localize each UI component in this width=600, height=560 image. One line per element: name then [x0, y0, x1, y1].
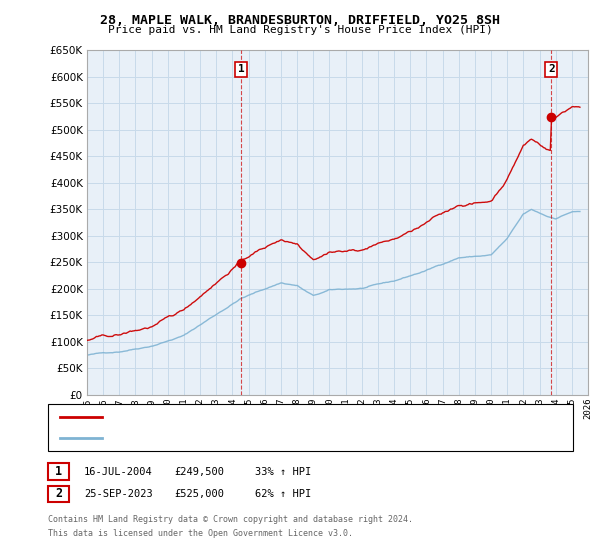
Text: 2: 2: [548, 64, 554, 74]
Text: 28, MAPLE WALK, BRANDESBURTON, DRIFFIELD, YO25 8SH: 28, MAPLE WALK, BRANDESBURTON, DRIFFIELD…: [100, 14, 500, 27]
Text: 62% ↑ HPI: 62% ↑ HPI: [255, 489, 311, 499]
Text: 2: 2: [55, 487, 62, 501]
Text: Price paid vs. HM Land Registry's House Price Index (HPI): Price paid vs. HM Land Registry's House …: [107, 25, 493, 35]
Text: £249,500: £249,500: [174, 466, 224, 477]
Text: 33% ↑ HPI: 33% ↑ HPI: [255, 466, 311, 477]
Text: HPI: Average price, detached house, East Riding of Yorkshire: HPI: Average price, detached house, East…: [108, 433, 461, 444]
Text: 28, MAPLE WALK, BRANDESBURTON, DRIFFIELD, YO25 8SH (detached house): 28, MAPLE WALK, BRANDESBURTON, DRIFFIELD…: [108, 412, 502, 422]
Text: 1: 1: [238, 64, 245, 74]
Text: £525,000: £525,000: [174, 489, 224, 499]
Text: 25-SEP-2023: 25-SEP-2023: [84, 489, 153, 499]
Text: 16-JUL-2004: 16-JUL-2004: [84, 466, 153, 477]
Text: Contains HM Land Registry data © Crown copyright and database right 2024.: Contains HM Land Registry data © Crown c…: [48, 515, 413, 524]
Text: 1: 1: [55, 465, 62, 478]
Text: This data is licensed under the Open Government Licence v3.0.: This data is licensed under the Open Gov…: [48, 529, 353, 538]
